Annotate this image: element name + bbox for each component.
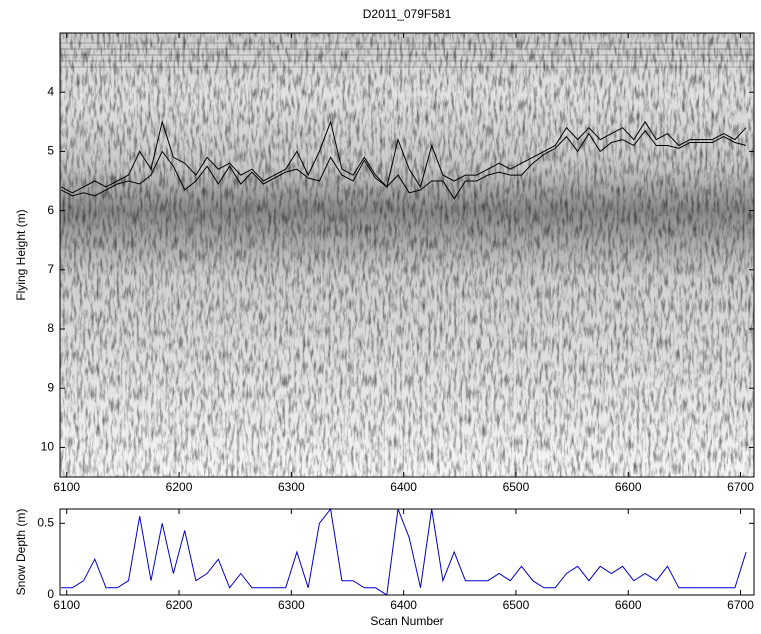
x-axis-label: Scan Number [370,614,443,628]
y-tick-label: 9 [47,380,54,394]
x-tick-label: 6200 [166,598,193,612]
x-tick-label: 6100 [53,598,80,612]
x-tick-label: 6400 [390,480,417,494]
data-line [60,129,747,200]
x-tick-label: 6100 [53,480,80,494]
x-tick-label: 6700 [727,480,754,494]
echogram [60,33,754,477]
plot-frame [59,508,755,596]
x-tick-label: 6300 [278,598,305,612]
x-tick-label: 6200 [166,480,193,494]
x-tick-label: 6300 [278,480,305,494]
y-tick-label: 4 [47,84,54,98]
data-line [61,507,747,596]
y-tick-label: 8 [47,321,54,335]
y-tick-label: 0 [47,587,54,601]
y-tick-label: 5 [47,144,54,158]
x-tick-label: 6600 [615,598,642,612]
plot-area [60,509,754,595]
y-tick-label: 6 [47,203,54,217]
y-axis-label: Flying Height (m) [14,209,28,300]
y-tick-label: 10 [41,440,55,454]
x-tick-label: 6400 [390,598,417,612]
y-tick-label: 7 [47,262,54,276]
y-axis-label: Snow Depth (m) [14,509,28,596]
x-tick-label: 6500 [503,480,530,494]
chart-title: D2011_079F581 [363,7,452,21]
x-tick-label: 6700 [727,598,754,612]
x-tick-label: 6500 [503,598,530,612]
data-line [60,119,747,194]
y-tick-label: 0.5 [37,516,54,530]
plot-frame [59,32,755,478]
x-tick-label: 6600 [615,480,642,494]
